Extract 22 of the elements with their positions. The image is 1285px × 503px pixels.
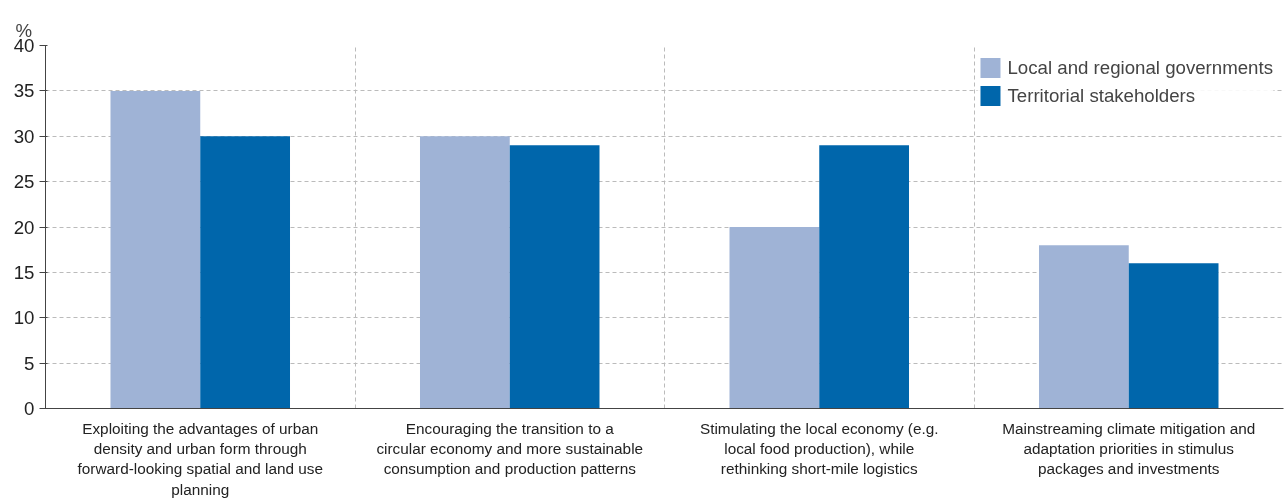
y-tick-label: 10 xyxy=(13,307,35,329)
x-tick-label: Exploiting the advantages of urban density and urban form through forward-looking spatial and land use planning xyxy=(77,419,323,498)
bar xyxy=(509,145,600,409)
bar xyxy=(200,136,291,409)
x-tick-label: Encouraging the transition to a circular economy and more sustainable consumption and production patterns xyxy=(376,419,644,478)
y-tick-label: 25 xyxy=(13,171,35,193)
y-tick-label: 5 xyxy=(24,352,35,374)
bar xyxy=(1039,245,1129,409)
y-tick-label: 0 xyxy=(24,398,35,419)
bar xyxy=(1128,263,1219,409)
bar xyxy=(419,136,510,409)
legend-label: Local and regional governments xyxy=(1007,56,1273,79)
y-tick-label: 30 xyxy=(13,125,35,147)
bar xyxy=(110,90,201,409)
legend-label: Territorial stakeholders xyxy=(1007,84,1196,107)
x-tick-label: Stimulating the local economy (e.g. local food production), while rethinking short-mile logistics xyxy=(699,419,939,478)
x-tick-label: Mainstreaming climate mitigation and adaptation priorities in stimulus packages and investments xyxy=(1002,419,1256,478)
y-tick-label: 15 xyxy=(13,261,35,283)
bar xyxy=(729,227,820,409)
y-tick-label: 20 xyxy=(13,216,35,238)
y-tick-label: 35 xyxy=(13,80,35,102)
bar xyxy=(819,145,910,409)
